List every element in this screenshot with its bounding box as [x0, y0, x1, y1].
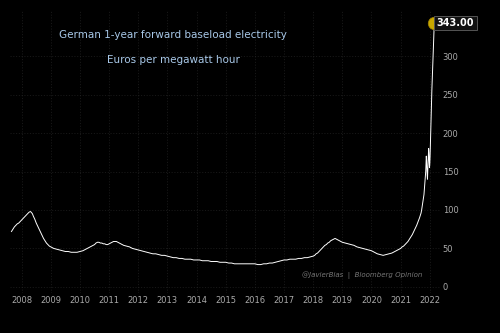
Text: @JavierBias  |  Bloomberg Opinion: @JavierBias | Bloomberg Opinion [302, 271, 423, 279]
Text: German 1-year forward baseload electricity: German 1-year forward baseload electrici… [60, 30, 288, 40]
Text: 343.00: 343.00 [437, 18, 474, 28]
Text: Euros per megawatt hour: Euros per megawatt hour [107, 55, 240, 65]
